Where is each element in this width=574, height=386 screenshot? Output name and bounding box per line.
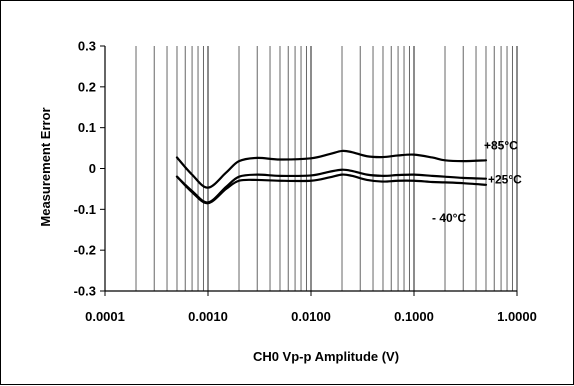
y-axis-title: Measurement Error <box>38 107 53 226</box>
y-tick-label: 0.2 <box>78 79 96 94</box>
series-line <box>175 149 488 189</box>
series-label: +85°C <box>484 138 518 152</box>
series-label: +25°C <box>488 173 522 187</box>
y-tick-label: 0.3 <box>78 39 96 54</box>
series-layer <box>175 149 488 205</box>
series-line <box>175 173 488 205</box>
y-tick-label: -0.2 <box>74 243 96 258</box>
label-layer: 0.3 0.2 0.1 0 -0.1 -0.2 -0.3 0.0001 0.0010 0.0100… <box>74 39 537 325</box>
x-tick-label: 0.0100 <box>291 309 331 324</box>
grid-layer <box>104 46 518 291</box>
axis-layer <box>100 45 518 296</box>
series-line <box>175 168 488 204</box>
y-tick-label: 0 <box>89 161 96 176</box>
y-tick-label: -0.3 <box>74 284 96 299</box>
series-label: - 40°C <box>432 211 466 225</box>
y-tick-label: 0.1 <box>78 120 96 135</box>
x-axis-title: CH0 Vp-p Amplitude (V) <box>253 349 399 364</box>
x-tick-label: 0.1000 <box>394 309 434 324</box>
y-tick-label: -0.1 <box>74 202 96 217</box>
x-tick-label: 1.0000 <box>497 309 537 324</box>
x-tick-label: 0.0001 <box>85 309 125 324</box>
x-tick-label: 0.0010 <box>188 309 228 324</box>
